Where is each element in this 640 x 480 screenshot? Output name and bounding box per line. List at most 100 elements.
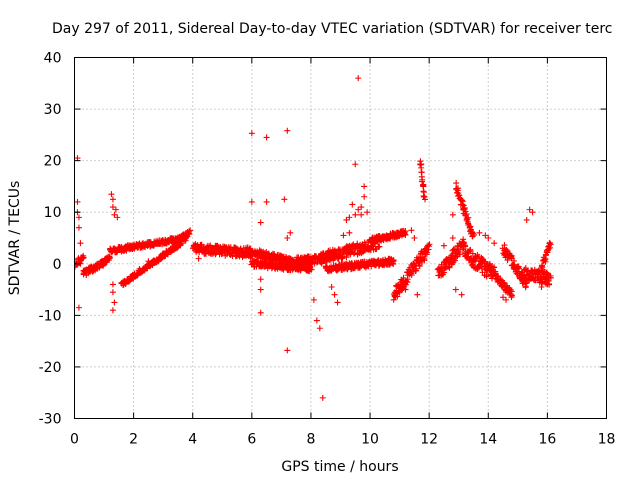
data-point-cluster	[483, 273, 490, 280]
x-tick-label: 12	[420, 432, 438, 448]
data-point-cluster	[416, 262, 423, 269]
y-tick-label: -10	[39, 308, 62, 324]
chart-title: Day 297 of 2011, Sidereal Day-to-day VTE…	[52, 21, 612, 37]
data-point	[287, 229, 294, 236]
y-tick-label: -20	[39, 360, 62, 376]
data-point-cluster	[467, 246, 474, 253]
data-point	[136, 265, 143, 272]
data-point	[355, 75, 362, 82]
data-point	[75, 304, 82, 311]
data-point	[213, 242, 220, 249]
data-point	[411, 235, 418, 241]
data-point	[331, 291, 338, 298]
data-point-cluster	[495, 273, 502, 280]
data-point	[77, 240, 84, 247]
data-point	[219, 250, 226, 257]
data-point	[328, 283, 335, 290]
data-point	[263, 134, 270, 141]
x-tick-label: 8	[306, 432, 315, 448]
data-point	[482, 232, 489, 239]
x-tick-label: 2	[129, 432, 138, 448]
data-point-cluster	[522, 283, 529, 290]
data-point-cluster	[343, 254, 350, 261]
data-point	[352, 161, 359, 168]
data-point	[396, 283, 403, 290]
data-point-cluster	[420, 182, 427, 189]
x-tick-label: 16	[538, 432, 556, 448]
data-point-cluster	[177, 242, 184, 249]
data-point	[355, 206, 362, 213]
data-point	[257, 276, 264, 283]
data-point-cluster	[187, 227, 194, 234]
data-point	[485, 235, 492, 241]
data-point	[234, 253, 241, 260]
data-point	[500, 294, 507, 301]
data-point	[74, 198, 81, 205]
y-axis-label: SDTVAR / TECUs	[7, 181, 23, 296]
data-point	[111, 299, 118, 306]
data-point	[529, 209, 536, 216]
data-point-cluster	[422, 196, 429, 203]
x-tick-label: 18	[598, 432, 616, 448]
data-point	[361, 183, 368, 190]
data-point	[112, 206, 119, 213]
data-point-cluster	[456, 251, 463, 258]
data-point	[74, 155, 81, 162]
data-point	[108, 191, 115, 198]
data-point	[346, 229, 353, 236]
data-point	[248, 130, 255, 137]
y-tick-label: 40	[44, 51, 62, 67]
data-point	[538, 283, 545, 290]
data-point-cluster	[503, 246, 510, 253]
grid-lines	[74, 57, 607, 419]
plot-frame	[74, 57, 607, 419]
data-point	[257, 309, 264, 316]
data-point	[346, 214, 353, 221]
data-point	[491, 240, 498, 247]
data-points	[74, 75, 554, 401]
data-point	[263, 198, 270, 205]
data-point-cluster	[339, 254, 346, 261]
data-point-cluster	[426, 241, 433, 248]
data-point-cluster	[420, 193, 427, 199]
data-point	[109, 281, 116, 288]
data-point-cluster	[339, 253, 346, 260]
data-point	[476, 229, 483, 236]
data-point-cluster	[80, 254, 87, 261]
data-point	[281, 196, 288, 203]
data-point-cluster	[442, 265, 449, 272]
data-point-cluster	[402, 228, 409, 235]
x-axis-label: GPS time / hours	[281, 459, 398, 475]
data-point	[111, 211, 118, 218]
data-point	[452, 286, 459, 293]
data-point	[364, 209, 371, 216]
data-point-cluster	[376, 243, 383, 250]
data-point	[257, 286, 264, 293]
data-point-cluster	[419, 176, 426, 183]
data-point-cluster	[440, 269, 447, 276]
data-point-cluster	[421, 257, 428, 264]
data-point	[109, 289, 116, 296]
data-point	[343, 216, 350, 223]
data-point-cluster	[413, 265, 420, 272]
data-point	[160, 250, 167, 257]
data-point	[257, 219, 264, 226]
x-tick-label: 6	[247, 432, 256, 448]
data-point	[440, 242, 447, 249]
data-point	[526, 206, 533, 213]
data-point	[334, 299, 341, 306]
data-point	[316, 325, 323, 332]
data-point-cluster	[539, 264, 546, 271]
data-point-cluster	[453, 253, 460, 260]
data-point-cluster	[186, 228, 193, 235]
data-point	[109, 307, 116, 314]
data-point	[402, 286, 409, 293]
data-point	[75, 214, 82, 221]
y-tick-label: -30	[39, 412, 62, 428]
data-point-cluster	[106, 255, 113, 262]
data-point-cluster	[459, 201, 466, 208]
data-point-cluster	[451, 257, 458, 264]
x-tick-label: 10	[361, 432, 379, 448]
data-point	[109, 196, 116, 203]
